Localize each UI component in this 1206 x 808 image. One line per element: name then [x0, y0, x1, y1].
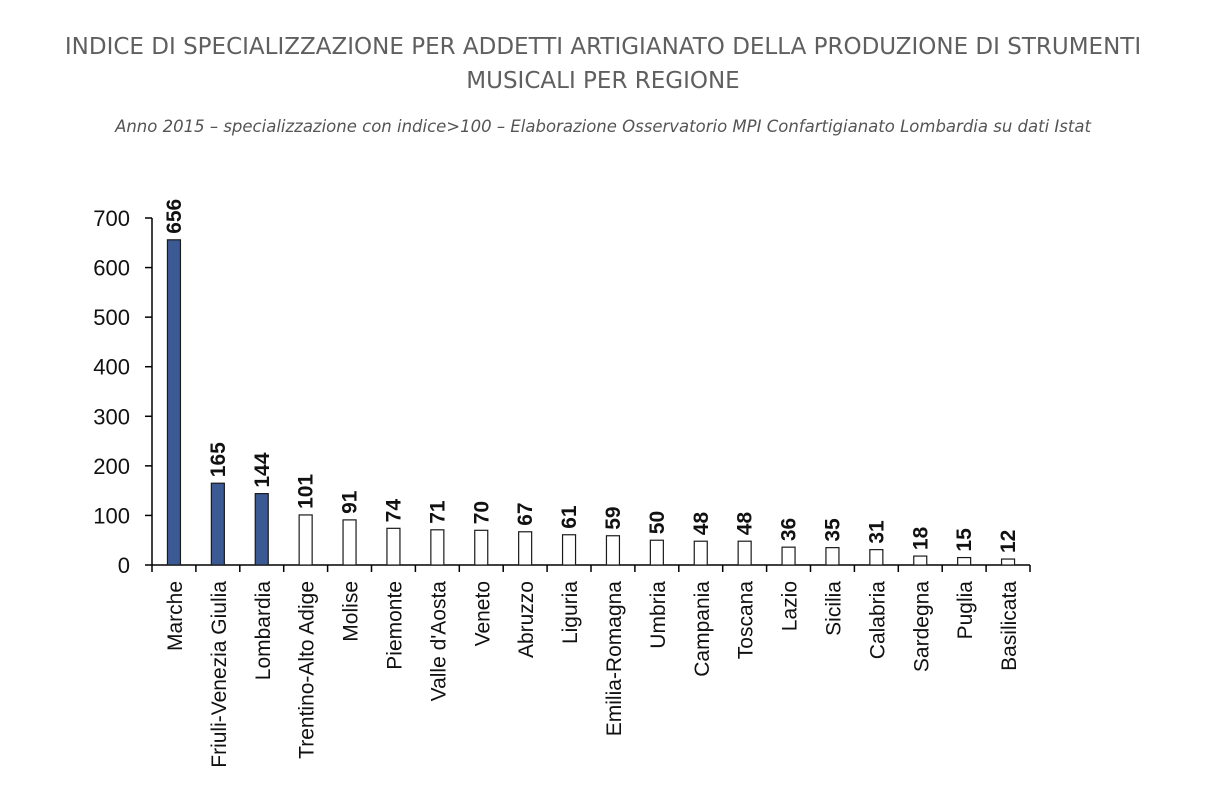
bar: [210, 482, 225, 566]
bar: [342, 519, 357, 566]
bar: [386, 527, 401, 566]
category-label: Trentino-Alto Adige: [296, 581, 319, 759]
bar-value-label: 61: [558, 505, 581, 529]
bar-value-label: 50: [646, 511, 669, 534]
category-label: Sardegna: [910, 581, 933, 672]
bar-value-label: 59: [602, 506, 625, 529]
value-labels: 656 165 144 101 91 74 71 70 67 61 59 50 48 48 36 35 31 18…: [163, 199, 1020, 553]
category-label: Marche: [164, 581, 187, 651]
category-label: Campania: [691, 581, 714, 677]
bar: [605, 535, 621, 566]
bar: [561, 534, 577, 566]
bar-value-label: 12: [997, 530, 1020, 553]
bar-value-label: 15: [953, 528, 976, 552]
y-tick-label: 500: [93, 305, 130, 330]
bar: [957, 556, 972, 566]
bar-value-label: 67: [514, 502, 537, 525]
bar-value-label: 165: [207, 442, 230, 477]
category-label: Emilia-Romagna: [603, 581, 626, 737]
bar: [737, 540, 752, 566]
chart-subtitle: Anno 2015 – specializzazione con indice>…: [115, 117, 1091, 136]
bar-value-label: 48: [690, 512, 713, 536]
category-label: Lombardia: [252, 581, 275, 681]
x-axis: [151, 564, 1031, 572]
category-label: Abruzzo: [515, 581, 538, 658]
bar: [298, 514, 313, 566]
category-label: Valle d'Aosta: [427, 581, 450, 702]
bar-value-label: 48: [734, 512, 757, 536]
bar: [649, 539, 664, 566]
category-label: Calabria: [866, 581, 889, 660]
bar-value-label: 101: [295, 474, 318, 509]
category-label: Veneto: [471, 581, 494, 646]
bars: [166, 239, 1016, 566]
bar-value-label: 18: [909, 526, 932, 550]
bar: [693, 540, 708, 566]
bar: [1000, 558, 1016, 566]
category-label: Friuli-Venezia Giulia: [208, 581, 231, 768]
bar-value-label: 35: [821, 518, 844, 542]
bar: [825, 547, 840, 566]
y-tick-label: 400: [93, 355, 130, 380]
category-label: Sicilia: [822, 581, 845, 636]
y-tick-label: 100: [93, 503, 130, 528]
category-label: Puglia: [954, 581, 977, 640]
bar: [781, 546, 796, 566]
bar: [518, 531, 533, 566]
bar-value-label: 36: [778, 518, 801, 541]
category-label: Piemonte: [383, 581, 406, 670]
category-label: Molise: [340, 581, 363, 642]
category-label: Toscana: [735, 581, 758, 660]
bar-value-label: 70: [470, 501, 493, 524]
category-labels: Marche Friuli-Venezia Giulia Lombardia Tren…: [164, 581, 1021, 768]
bar: [913, 555, 928, 566]
category-label: Liguria: [559, 581, 582, 644]
y-tick-label: 0: [118, 553, 130, 578]
bar-value-label: 656: [163, 199, 186, 234]
category-label: Umbria: [647, 581, 670, 649]
bar-value-label: 71: [426, 500, 449, 524]
y-tick-label: 700: [93, 206, 130, 231]
chart-title-line2: MUSICALI PER REGIONE: [466, 68, 740, 94]
bar-value-label: 74: [382, 499, 405, 523]
y-axis: 0 100 200 300 400 500 600 700: [93, 206, 153, 578]
y-tick-label: 200: [93, 454, 130, 479]
bar-value-label: 31: [865, 520, 888, 544]
bar: [474, 529, 489, 566]
category-label: Lazio: [779, 581, 802, 631]
chart-title-line1: INDICE DI SPECIALIZZAZIONE PER ADDETTI A…: [64, 34, 1142, 60]
bar: [430, 529, 445, 566]
bar-value-label: 91: [339, 490, 362, 514]
chart-title: INDICE DI SPECIALIZZAZIONE PER ADDETTI A…: [0, 30, 1206, 98]
y-tick-label: 600: [93, 256, 130, 281]
bar: [869, 549, 884, 566]
bar: [166, 239, 182, 566]
bar-value-label: 144: [251, 452, 274, 487]
bar: [254, 493, 269, 566]
y-tick-label: 300: [93, 404, 130, 429]
category-label: Basilicata: [998, 581, 1021, 671]
